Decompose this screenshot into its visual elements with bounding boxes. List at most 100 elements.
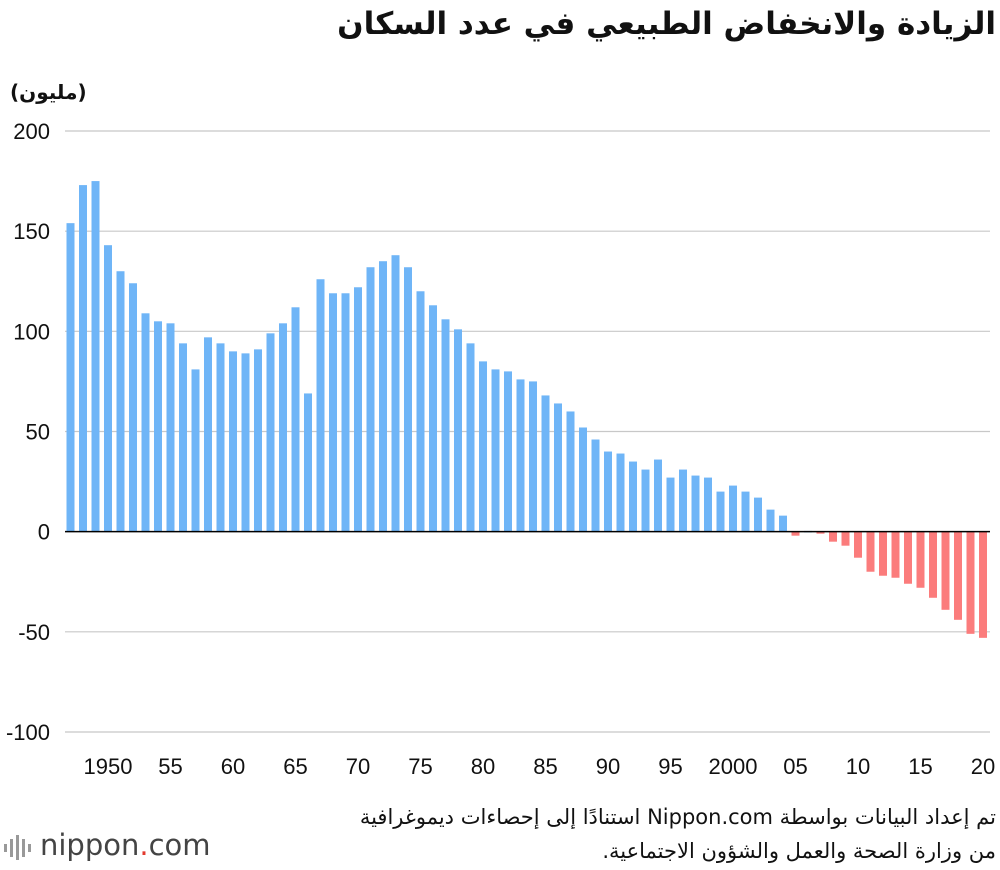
bar <box>379 261 387 532</box>
bar <box>291 307 300 532</box>
bar <box>791 531 800 536</box>
x-tick-label: 70 <box>346 754 370 779</box>
nippon-logo-icon <box>4 835 31 860</box>
grid-lines <box>65 130 990 733</box>
bar <box>716 491 725 532</box>
bar <box>441 319 450 532</box>
bar <box>216 343 225 532</box>
bar <box>741 491 750 532</box>
source-line-2: من وزارة الصحة والعمل والشؤون الاجتماعية… <box>602 839 996 863</box>
bar <box>229 351 237 532</box>
bar <box>779 515 787 532</box>
bar <box>566 411 575 532</box>
bar <box>891 531 900 578</box>
bar <box>241 353 250 532</box>
x-tick-label: 65 <box>283 754 307 779</box>
bar <box>391 255 400 532</box>
bar <box>66 223 75 532</box>
bar <box>529 381 537 532</box>
bar <box>541 395 550 532</box>
y-tick-label: 150 <box>13 219 50 244</box>
bar <box>841 531 850 546</box>
bar <box>304 393 312 532</box>
bar <box>729 485 737 532</box>
bar-chart: 200 150 100 50 0 -50 -100 1950 55 60 65 70 75 80 85 90… <box>6 119 996 779</box>
bar <box>666 477 675 532</box>
bar <box>466 343 475 532</box>
bar <box>116 271 125 532</box>
y-tick-label: 50 <box>26 420 50 445</box>
x-tick-label: 1950 <box>84 754 133 779</box>
x-tick-label: 55 <box>158 754 182 779</box>
bar <box>816 531 825 534</box>
bar <box>254 349 262 532</box>
bar <box>129 283 137 532</box>
x-axis-ticks: 1950 55 60 65 70 75 80 85 90 95 2000 05 10 15 20 <box>84 754 996 779</box>
y-tick-label: 0 <box>38 520 50 545</box>
bar <box>354 287 362 532</box>
x-tick-label: 80 <box>471 754 495 779</box>
x-tick-label: 2000 <box>709 754 758 779</box>
source-line-1: تم إعداد البيانات بواسطة Nippon.com استن… <box>359 805 996 829</box>
logo-dot: . <box>139 828 149 862</box>
bar <box>429 305 437 532</box>
bar <box>754 497 762 532</box>
bar <box>166 323 175 532</box>
bar <box>854 531 862 558</box>
y-axis-ticks: 200 150 100 50 0 -50 -100 <box>6 119 50 745</box>
bar <box>91 181 100 532</box>
bar <box>866 531 875 572</box>
bar <box>154 321 162 532</box>
nippon-logo: nippon.com <box>40 828 211 862</box>
bar <box>341 293 350 532</box>
bar <box>691 475 700 532</box>
bar <box>591 439 600 532</box>
bar <box>979 531 987 638</box>
bar <box>516 379 525 532</box>
bar <box>941 531 950 610</box>
bar <box>954 531 962 620</box>
bar <box>329 293 337 532</box>
y-tick-label: 100 <box>13 319 50 344</box>
x-tick-label: 20 <box>971 754 995 779</box>
x-tick-label: 85 <box>533 754 557 779</box>
y-tick-label: 200 <box>13 119 50 144</box>
bar <box>279 323 287 532</box>
bar <box>491 369 500 532</box>
bar <box>191 369 200 532</box>
bar <box>641 469 650 532</box>
bar <box>629 461 637 532</box>
bar <box>79 185 87 532</box>
bar <box>929 531 937 598</box>
bar <box>554 403 562 532</box>
bar <box>104 245 112 532</box>
x-tick-label: 60 <box>221 754 245 779</box>
bar <box>504 371 512 532</box>
x-tick-label: 90 <box>596 754 620 779</box>
bar <box>654 459 662 532</box>
x-tick-label: 10 <box>846 754 870 779</box>
bar <box>604 451 612 532</box>
bar <box>829 531 837 542</box>
bar <box>966 531 975 634</box>
source-note: تم إعداد البيانات بواسطة Nippon.com استن… <box>360 800 996 868</box>
x-tick-label: 75 <box>408 754 432 779</box>
chart-title: الزيادة والانخفاض الطبيعي في عدد السكان <box>337 6 996 42</box>
bar <box>704 477 712 532</box>
bar <box>179 343 187 532</box>
bar <box>766 509 775 532</box>
bar <box>916 531 925 588</box>
bar <box>479 361 487 532</box>
x-tick-label: 95 <box>658 754 682 779</box>
x-tick-label: 15 <box>908 754 932 779</box>
bar <box>366 267 375 532</box>
y-tick-label: -50 <box>18 620 50 645</box>
bar <box>316 279 325 532</box>
bars <box>66 181 987 638</box>
bar <box>879 531 887 576</box>
bar <box>454 329 462 532</box>
bar <box>616 453 625 532</box>
bar <box>416 291 425 532</box>
bar <box>141 313 150 532</box>
bar <box>266 333 275 532</box>
